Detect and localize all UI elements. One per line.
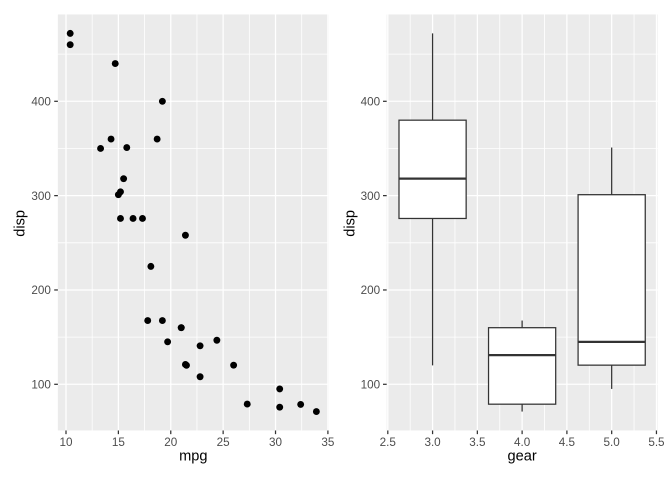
svg-text:mpg: mpg <box>179 449 207 465</box>
svg-text:100: 100 <box>31 379 51 392</box>
svg-text:35: 35 <box>321 436 335 449</box>
svg-text:400: 400 <box>31 96 51 109</box>
svg-text:gear: gear <box>508 449 537 465</box>
svg-text:25: 25 <box>217 436 231 449</box>
svg-text:300: 300 <box>361 190 381 203</box>
svg-text:5.5: 5.5 <box>648 436 665 449</box>
svg-text:15: 15 <box>112 436 126 449</box>
svg-text:4.5: 4.5 <box>559 436 576 449</box>
svg-text:4.0: 4.0 <box>514 436 531 449</box>
svg-text:disp: disp <box>342 210 358 237</box>
svg-text:300: 300 <box>31 190 51 203</box>
svg-text:3.5: 3.5 <box>469 436 486 449</box>
svg-text:400: 400 <box>361 96 381 109</box>
svg-text:20: 20 <box>164 436 178 449</box>
svg-text:2.5: 2.5 <box>380 436 397 449</box>
svg-text:100: 100 <box>361 379 381 392</box>
svg-text:30: 30 <box>269 436 283 449</box>
svg-text:200: 200 <box>361 284 381 297</box>
svg-text:200: 200 <box>31 284 51 297</box>
svg-text:disp: disp <box>12 210 28 237</box>
svg-text:5.0: 5.0 <box>604 436 621 449</box>
svg-text:10: 10 <box>59 436 73 449</box>
svg-text:3.0: 3.0 <box>424 436 441 449</box>
